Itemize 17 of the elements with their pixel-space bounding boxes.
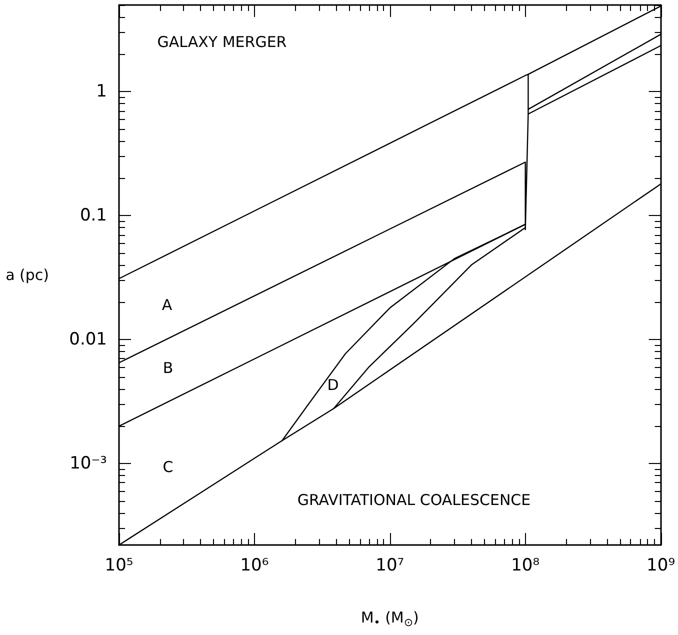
x-tick-label: 10⁶ (240, 556, 269, 576)
y-axis-title: a (pc) (6, 266, 49, 284)
annotation: GALAXY MERGER (157, 33, 287, 51)
x-tick-label: 10⁵ (104, 556, 134, 576)
x-tick-label: 10⁷ (376, 556, 404, 576)
y-tick-label: 10⁻³ (70, 453, 107, 474)
annotation: D (327, 376, 339, 394)
annotation: B (162, 359, 174, 377)
annotation: A (162, 296, 173, 314)
y-tick-label: 1 (96, 82, 107, 102)
y-tick-label: 0.01 (69, 330, 107, 350)
x-axis-title: M• (M⊙) (360, 608, 419, 629)
x-tick-label: 10⁸ (511, 556, 540, 576)
annotation: C (162, 458, 174, 476)
annotation: GRAVITATIONAL COALESCENCE (297, 491, 531, 509)
x-tick-label: 10⁹ (646, 556, 676, 576)
y-tick-label: 0.1 (80, 206, 107, 226)
